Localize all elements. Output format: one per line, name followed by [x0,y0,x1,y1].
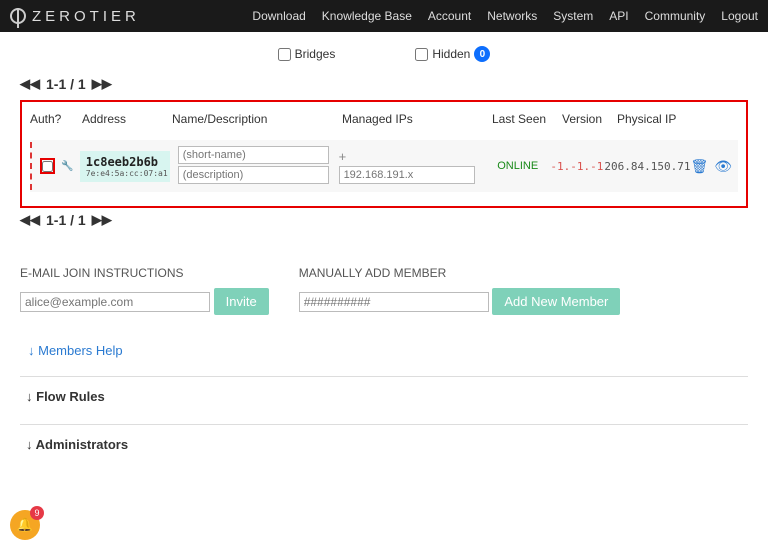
bottom-forms: E-MAIL JOIN INSTRUCTIONS Invite MANUALLY… [20,266,748,315]
nav-account[interactable]: Account [428,9,471,23]
nav-system[interactable]: System [553,9,593,23]
pager-text: 1-1 / 1 [46,212,86,228]
section-administrators[interactable]: Administrators [20,424,748,464]
name-cell [178,146,329,186]
pager-last-icon[interactable]: ▶▶ [92,76,112,92]
auth-checkbox-frame [40,158,55,174]
add-ip-icon[interactable]: + [339,149,476,164]
bell-icon: 🔔 [17,517,33,533]
section-flow-rules[interactable]: Flow Rules [20,376,748,416]
pager-first-icon[interactable]: ◀◀ [20,76,40,92]
brand: ZEROTIER [10,8,140,25]
pager-bottom: ◀◀ 1-1 / 1 ▶▶ [20,208,748,236]
physical-ip: 206.84.150.71 [604,160,690,173]
member-address: 1c8eeb2b6b [86,155,164,169]
col-name: Name/Description [172,112,342,126]
member-row: 🔧 1c8eeb2b6b 7e:e4:5a:cc:07:a1 + ONLINE … [30,140,738,192]
invite-label: E-MAIL JOIN INSTRUCTIONS [20,266,269,280]
logo-icon [10,8,26,24]
add-member-input[interactable] [299,292,489,312]
nav-logout[interactable]: Logout [721,9,758,23]
member-mac: 7e:e4:5a:cc:07:a1 [86,169,164,178]
ips-cell: + [339,149,476,184]
col-ips: Managed IPs [342,112,492,126]
col-version: Version [562,112,617,126]
table-header: Auth? Address Name/Description Managed I… [30,108,738,140]
auth-checkbox[interactable] [42,161,53,172]
ip-input[interactable] [339,166,476,184]
col-seen: Last Seen [492,112,562,126]
bridges-checkbox[interactable] [278,48,291,61]
pager-last-icon[interactable]: ▶▶ [92,212,112,228]
col-physical-ip: Physical IP [617,112,727,126]
add-member-label: MANUALLY ADD MEMBER [299,266,621,280]
nav-api[interactable]: API [609,9,628,23]
nav-networks[interactable]: Networks [487,9,537,23]
col-address: Address [82,112,172,126]
hide-icon[interactable]: 👁 [714,158,732,175]
notification-count: 9 [30,506,44,520]
nav-download[interactable]: Download [252,9,305,23]
hidden-count-badge: 0 [474,46,490,62]
members-help-link[interactable]: Members Help [20,333,748,368]
pager-text: 1-1 / 1 [46,76,86,92]
members-table: Auth? Address Name/Description Managed I… [20,100,748,208]
pager-first-icon[interactable]: ◀◀ [20,212,40,228]
top-navbar: ZEROTIER Download Knowledge Base Account… [0,0,768,32]
nav-community[interactable]: Community [645,9,706,23]
nav-kb[interactable]: Knowledge Base [322,9,412,23]
filter-bridges[interactable]: Bridges [278,46,336,62]
short-name-input[interactable] [178,146,329,164]
version: -1.-1.-1 [550,160,600,173]
description-input[interactable] [178,166,329,184]
filter-hidden[interactable]: Hidden 0 [415,46,490,62]
pager-top: ◀◀ 1-1 / 1 ▶▶ [20,72,748,100]
wrench-icon[interactable]: 🔧 [61,161,73,172]
hidden-checkbox[interactable] [415,48,428,61]
last-seen: ONLINE [497,160,544,172]
add-member-form: MANUALLY ADD MEMBER Add New Member [299,266,621,315]
invite-button[interactable]: Invite [214,288,269,315]
invite-form: E-MAIL JOIN INSTRUCTIONS Invite [20,266,269,315]
invite-email-input[interactable] [20,292,210,312]
row-actions: 🗑 👁 [690,158,732,175]
col-auth: Auth? [30,112,82,126]
nav-items: Download Knowledge Base Account Networks… [252,9,758,23]
address-cell[interactable]: 1c8eeb2b6b 7e:e4:5a:cc:07:a1 [80,151,170,182]
filter-row: Bridges Hidden 0 [20,40,748,72]
brand-text: ZEROTIER [32,8,140,25]
add-member-button[interactable]: Add New Member [492,288,620,315]
notification-bell[interactable]: 🔔 9 [10,510,40,540]
delete-icon[interactable]: 🗑 [690,158,708,175]
